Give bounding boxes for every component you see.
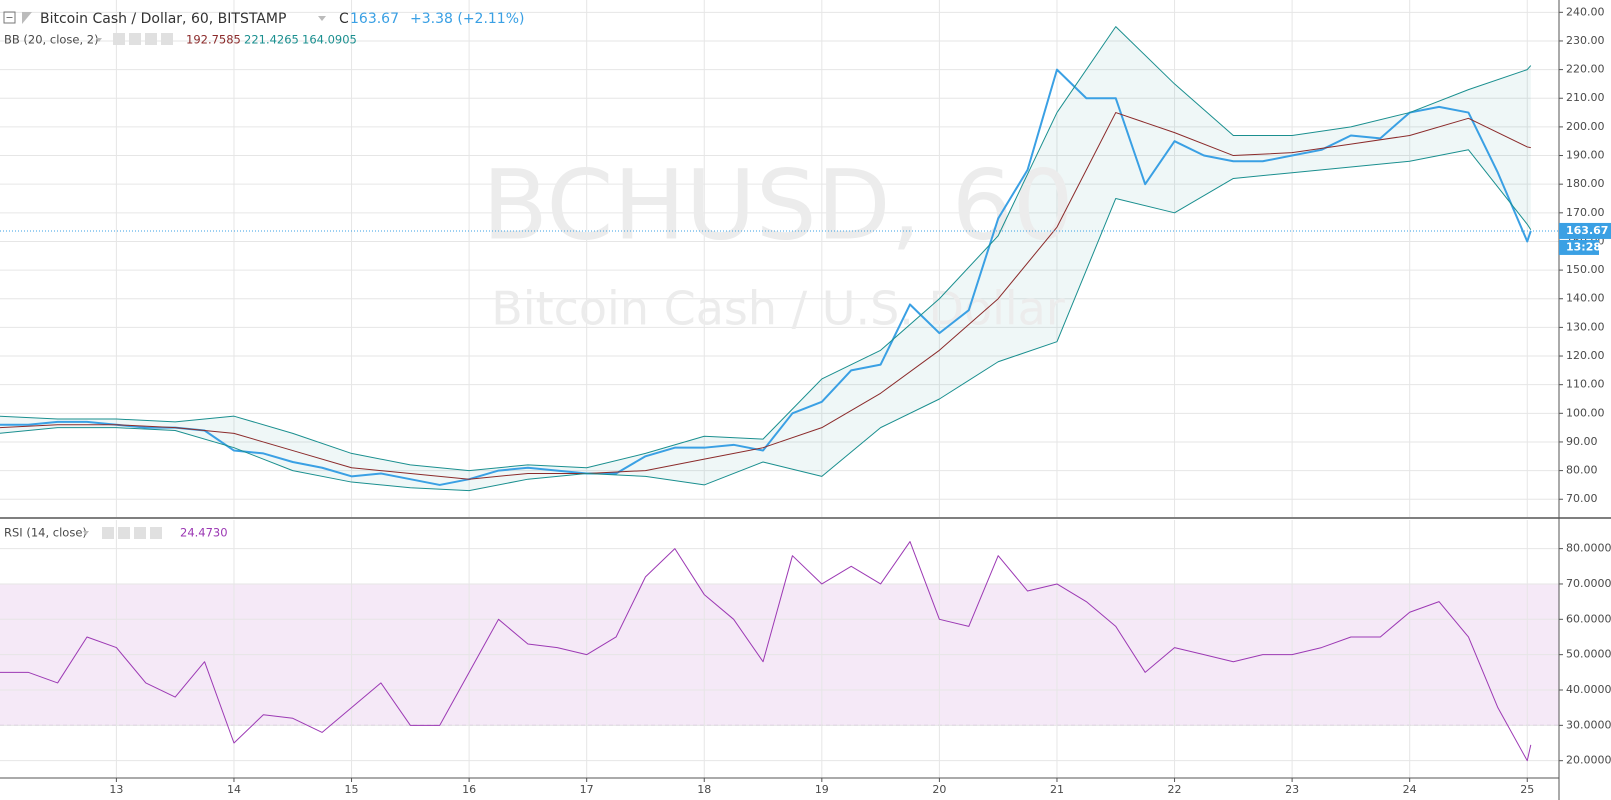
pane-series: [0, 541, 1532, 762]
pane-series: [0, 26, 1559, 492]
countdown-badge: [1559, 239, 1599, 255]
y-tick-label: 170.00: [1566, 206, 1605, 219]
symbol-icon: [22, 12, 32, 24]
x-tick-label: 25: [1520, 783, 1534, 796]
x-tick-label: 21: [1050, 783, 1064, 796]
last-price-badge: [1559, 222, 1611, 239]
rsi-label[interactable]: RSI (14, close): [4, 526, 87, 540]
last-price-label: 163.67: [1566, 224, 1608, 237]
x-tick-label: 14: [227, 783, 241, 796]
countdown-label: 13:28: [1566, 240, 1601, 253]
series-line: [0, 26, 1532, 472]
bb-lower-value: 164.0905: [302, 33, 357, 47]
series-line: [0, 541, 1532, 762]
y-tick-label: 70.00: [1566, 492, 1598, 505]
close-prefix: C: [339, 11, 349, 27]
add-button[interactable]: [134, 527, 146, 539]
y-tick-label: 60.0000: [1566, 612, 1611, 625]
remove-button[interactable]: [150, 527, 162, 539]
y-tick-label: 30.0000: [1566, 718, 1611, 731]
y-tick-label: 80.0000: [1566, 542, 1611, 555]
y-tick-label: 140.00: [1566, 292, 1605, 305]
dropdown-icon[interactable]: [96, 38, 102, 42]
y-tick-label: 70.0000: [1566, 577, 1611, 590]
add-button[interactable]: [145, 33, 157, 45]
y-tick-label: 100.00: [1566, 406, 1605, 419]
x-tick-label: 13: [109, 783, 123, 796]
y-tick-label: 40.0000: [1566, 683, 1611, 696]
bb-label[interactable]: BB (20, close, 2): [4, 33, 99, 47]
settings-button[interactable]: [118, 527, 130, 539]
y-tick-label: 220.00: [1566, 63, 1605, 76]
watermark-name: Bitcoin Cash / U.S. Dollar: [491, 282, 1065, 336]
eye-button[interactable]: [102, 527, 114, 539]
y-tick-label: 80.00: [1566, 464, 1598, 477]
x-tick-label: 16: [462, 783, 476, 796]
x-tick-label: 22: [1168, 783, 1182, 796]
watermark-symbol: BCHUSD, 60: [482, 149, 1074, 261]
x-tick-label: 15: [345, 783, 359, 796]
y-tick-label: 90.00: [1566, 435, 1598, 448]
y-tick-label: 150.00: [1566, 263, 1605, 276]
y-tick-label: 20.0000: [1566, 754, 1611, 767]
y-tick-label: 180.00: [1566, 177, 1605, 190]
settings-button[interactable]: [129, 33, 141, 45]
series-line: [0, 68, 1532, 486]
pane: [0, 0, 1559, 517]
y-tick-label: 230.00: [1566, 34, 1605, 47]
rsi-value: 24.4730: [180, 526, 228, 540]
x-tick-label: 17: [580, 783, 594, 796]
y-tick-label: 240.00: [1566, 5, 1605, 18]
x-tick-label: 24: [1403, 783, 1417, 796]
y-tick-label: 190.00: [1566, 149, 1605, 162]
y-tick-label: 120.00: [1566, 349, 1605, 362]
series-line: [0, 149, 1532, 492]
band-fill: [0, 26, 1531, 491]
remove-button[interactable]: [161, 33, 173, 45]
collapse-icon[interactable]: [3, 11, 16, 24]
y-tick-label: 210.00: [1566, 91, 1605, 104]
pane: [0, 520, 1559, 778]
symbol-title[interactable]: Bitcoin Cash / Dollar, 60, BITSTAMP: [40, 11, 286, 27]
bb-upper-value: 221.4265: [244, 33, 299, 47]
dropdown-icon[interactable]: [83, 531, 89, 535]
dropdown-icon[interactable]: [318, 16, 326, 21]
series-line: [0, 112, 1531, 480]
y-tick-label: 130.00: [1566, 320, 1605, 333]
bb-basis-value: 192.7585: [186, 33, 241, 47]
x-tick-label: 19: [815, 783, 829, 796]
y-tick-label: 110.00: [1566, 378, 1605, 391]
indicator-buttons: [102, 527, 162, 539]
indicator-buttons: [113, 33, 173, 45]
eye-button[interactable]: [113, 33, 125, 45]
x-tick-label: 18: [697, 783, 711, 796]
y-tick-label: 200.00: [1566, 120, 1605, 133]
x-tick-label: 23: [1285, 783, 1299, 796]
x-tick-label: 20: [932, 783, 946, 796]
y-tick-label: 50.0000: [1566, 648, 1611, 661]
close-value: 163.67: [350, 11, 399, 27]
change-value: +3.38 (+2.11%): [410, 11, 524, 27]
